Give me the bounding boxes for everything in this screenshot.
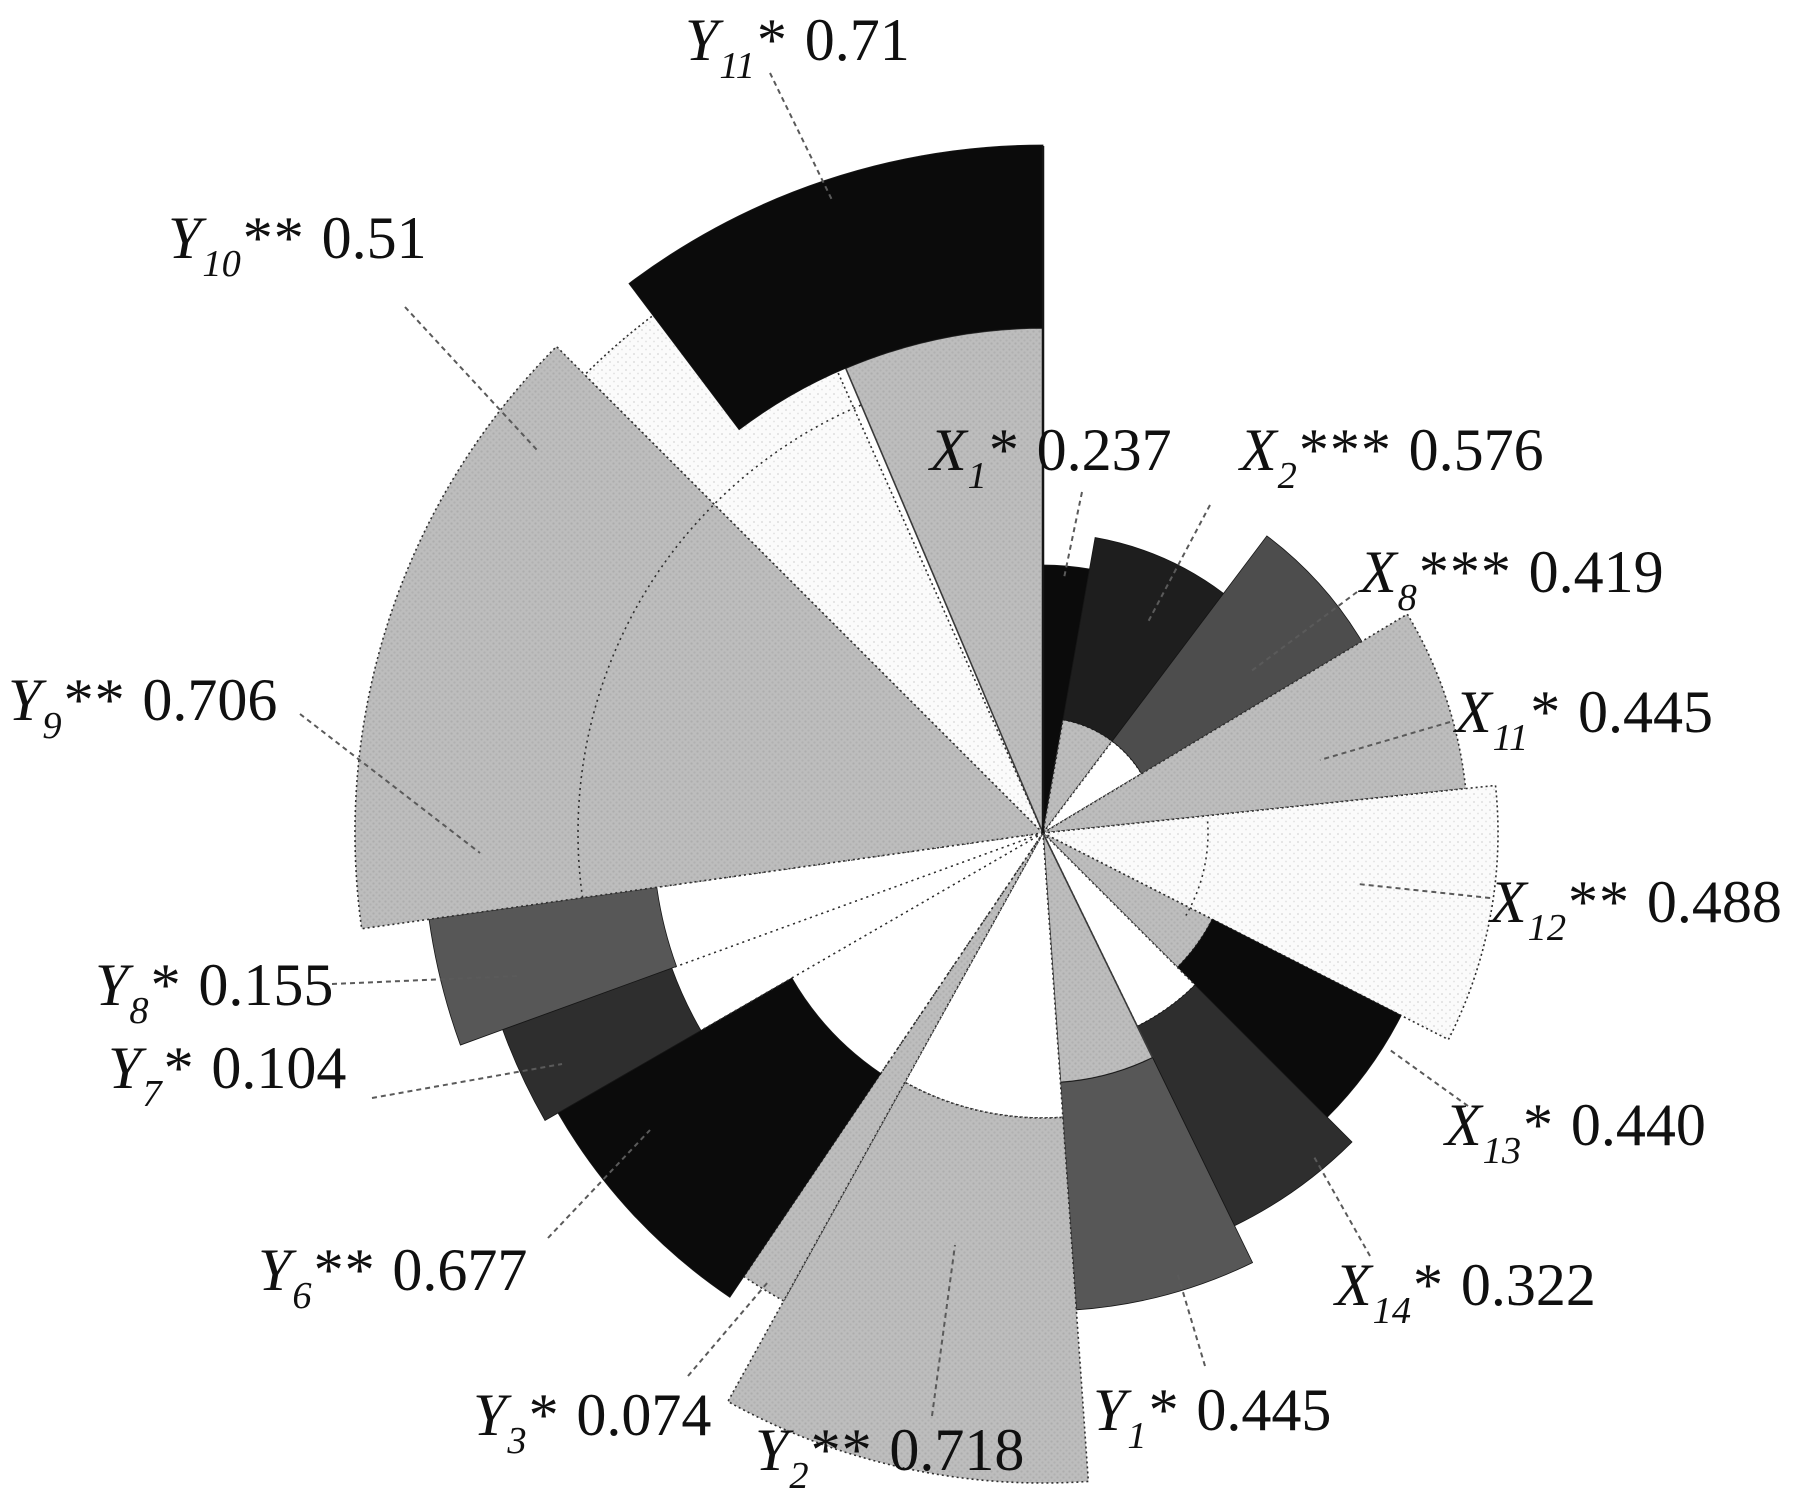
leader-line-Y2 xyxy=(931,1244,956,1417)
sector-X11-band-0 xyxy=(1042,613,1467,834)
sector-Y2-band-1 xyxy=(726,1081,1090,1484)
leader-line-Y9 xyxy=(299,713,481,854)
reference-arc-layer xyxy=(577,146,1209,916)
sector-X14-band-1 xyxy=(1136,984,1353,1227)
sector-X12-band-0 xyxy=(1040,784,1499,1041)
leader-line-X11 xyxy=(1319,721,1451,761)
leader-line-Y1 xyxy=(1176,1271,1206,1367)
sector-Y8-stem-1 xyxy=(656,832,1044,888)
leader-line-X13 xyxy=(1389,1049,1469,1107)
sector-Y1-band-1 xyxy=(1060,1057,1254,1311)
leader-line-layer xyxy=(299,72,1491,1417)
sector-Y8-stem-0 xyxy=(676,832,1044,968)
leader-line-X12 xyxy=(1357,883,1491,899)
sector-Y2-band-0 xyxy=(903,830,1064,1119)
sector-layer xyxy=(354,144,1499,1484)
sector-Y9-band-0 xyxy=(354,345,1045,930)
leader-line-X1 xyxy=(1063,491,1083,579)
leader-line-Y3 xyxy=(687,1281,769,1377)
leader-line-Y10 xyxy=(404,306,538,451)
leader-line-Y6 xyxy=(547,1129,651,1239)
sector-Y8-band-0 xyxy=(428,886,678,1046)
leader-line-X8 xyxy=(1249,591,1358,673)
sector-Y6-band-0 xyxy=(557,977,882,1298)
sector-Y6-stem-0 xyxy=(880,832,1044,1074)
sector-X8-band-1 xyxy=(1111,535,1363,775)
leader-line-X14 xyxy=(1312,1154,1371,1257)
leader-line-X2 xyxy=(1147,504,1211,623)
reference-arc-1 xyxy=(1185,821,1209,916)
leader-line-Y11 xyxy=(769,72,833,201)
leader-line-Y8 xyxy=(331,975,519,985)
sector-Y11-band-1 xyxy=(628,144,1044,431)
sector-X2-band-1 xyxy=(1062,537,1225,742)
